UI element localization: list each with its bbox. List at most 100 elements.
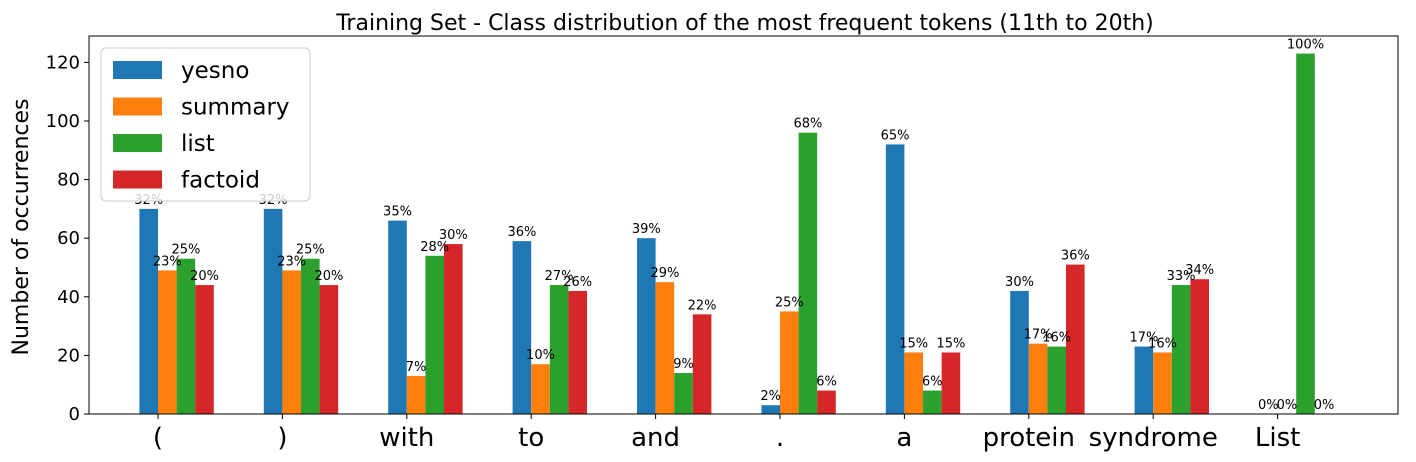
bar-list-4 [674,372,693,414]
bar-yesno-5 [761,405,780,414]
bar-summary-8 [1153,352,1172,414]
y-tick-label-40: 40 [57,287,80,308]
x-tick-label-5: . [776,423,784,453]
bar-label-summary-3: 10% [526,348,555,363]
legend-label-yesno: yesno [181,58,249,84]
bar-label-list-9: 100% [1287,38,1324,53]
bar-factoid-0 [195,285,214,414]
bar-yesno-4 [637,238,656,414]
bar-label-list-5: 68% [793,117,822,132]
x-tick-label-8: syndrome [1089,423,1218,453]
y-tick-label-120: 120 [46,52,80,73]
x-tick-label-0: ( [153,423,163,453]
x-tick-label-3: to [518,423,544,453]
bar-yesno-2 [388,220,407,414]
bar-label-summary-9: 0% [1277,398,1298,413]
legend-label-factoid: factoid [181,168,260,194]
bar-summary-3 [531,364,550,414]
x-tick-label-6: a [896,423,912,453]
bar-factoid-3 [568,290,587,414]
bar-yesno-0 [139,208,158,414]
bar-label-yesno-8: 17% [1129,331,1158,346]
y-tick-label-80: 80 [57,170,80,191]
bar-list-6 [923,390,942,414]
bar-label-factoid-2: 30% [439,228,468,243]
legend-swatch-yesno [113,61,162,79]
bar-list-5 [798,132,818,414]
bar-summary-7 [1028,343,1048,414]
y-tick-label-0: 0 [69,404,80,425]
bar-label-factoid-8: 34% [1185,263,1214,278]
bar-factoid-5 [817,390,836,414]
y-axis-label: Number of occurrences [9,99,34,356]
bar-list-7 [1047,346,1066,414]
x-tick-label-9: List [1255,423,1300,453]
legend-swatch-summary [113,97,162,116]
bar-list-9 [1296,53,1315,414]
bar-label-yesno-4: 39% [632,222,661,237]
bar-label-list-7: 16% [1042,331,1071,346]
bar-label-yesno-7: 30% [1005,275,1034,290]
x-tick-label-1: ) [277,423,287,453]
bar-label-factoid-3: 26% [563,275,592,290]
bar-summary-1 [282,270,301,414]
y-tick-label-60: 60 [57,228,80,249]
legend-label-summary: summary [181,95,290,121]
bar-label-factoid-1: 20% [314,269,343,284]
bar-label-summary-0: 23% [153,254,182,269]
bar-label-factoid-0: 20% [190,269,219,284]
bar-factoid-8 [1190,279,1209,414]
bar-list-2 [425,255,444,414]
bar-label-summary-8: 16% [1148,336,1177,351]
bar-label-factoid-4: 22% [688,298,717,313]
bar-label-yesno-5: 2% [760,389,781,404]
bar-summary-5 [780,311,799,414]
bar-yesno-1 [263,208,283,414]
bar-label-summary-4: 29% [650,266,679,281]
bar-label-yesno-6: 65% [881,128,910,143]
bar-label-list-2: 28% [420,240,449,255]
bar-factoid-1 [319,285,339,414]
bar-label-yesno-3: 36% [507,225,536,240]
bar-summary-0 [158,270,177,414]
bar-label-list-4: 9% [673,357,694,372]
bar-label-summary-6: 15% [899,336,928,351]
bar-label-summary-7: 17% [1024,328,1053,343]
bar-summary-6 [904,352,923,414]
plot-area: 32%32%35%36%39%2%65%30%17%0%23%23%7%10%2… [46,35,1399,453]
bar-factoid-2 [444,244,463,414]
bar-label-list-6: 6% [922,375,943,390]
bar-label-yesno-2: 35% [383,205,412,220]
bar-list-3 [549,285,569,414]
y-tick-label-100: 100 [46,111,80,132]
bar-label-factoid-6: 15% [936,336,965,351]
bar-list-8 [1171,285,1191,414]
bar-label-list-1: 25% [296,243,325,258]
x-tick-label-2: with [379,423,434,453]
bar-label-list-0: 25% [171,243,200,258]
legend-box [100,47,311,202]
bar-factoid-6 [941,352,961,414]
bar-yesno-6 [885,144,905,415]
bar-label-summary-5: 25% [775,295,804,310]
bar-summary-2 [406,375,426,414]
bar-list-0 [176,258,196,414]
bar-label-factoid-7: 36% [1061,249,1090,264]
bar-yesno-3 [512,241,532,414]
x-tick-label-7: protein [983,423,1075,453]
bar-label-list-3: 27% [545,269,574,284]
bar-label-summary-2: 7% [406,360,427,375]
bar-label-factoid-5: 6% [816,375,837,390]
bar-list-1 [301,258,320,414]
bar-summary-4 [655,282,675,414]
legend-label-list: list [181,131,215,157]
bar-label-summary-1: 23% [277,254,306,269]
bar-factoid-4 [692,314,712,414]
legend-swatch-factoid [113,170,162,189]
legend: yesno summary list factoid [100,47,311,202]
bar-factoid-7 [1066,264,1085,414]
bar-label-list-8: 33% [1167,269,1196,284]
bar-label-yesno-9: 0% [1258,398,1279,413]
bar-label-factoid-9: 0% [1314,398,1335,413]
